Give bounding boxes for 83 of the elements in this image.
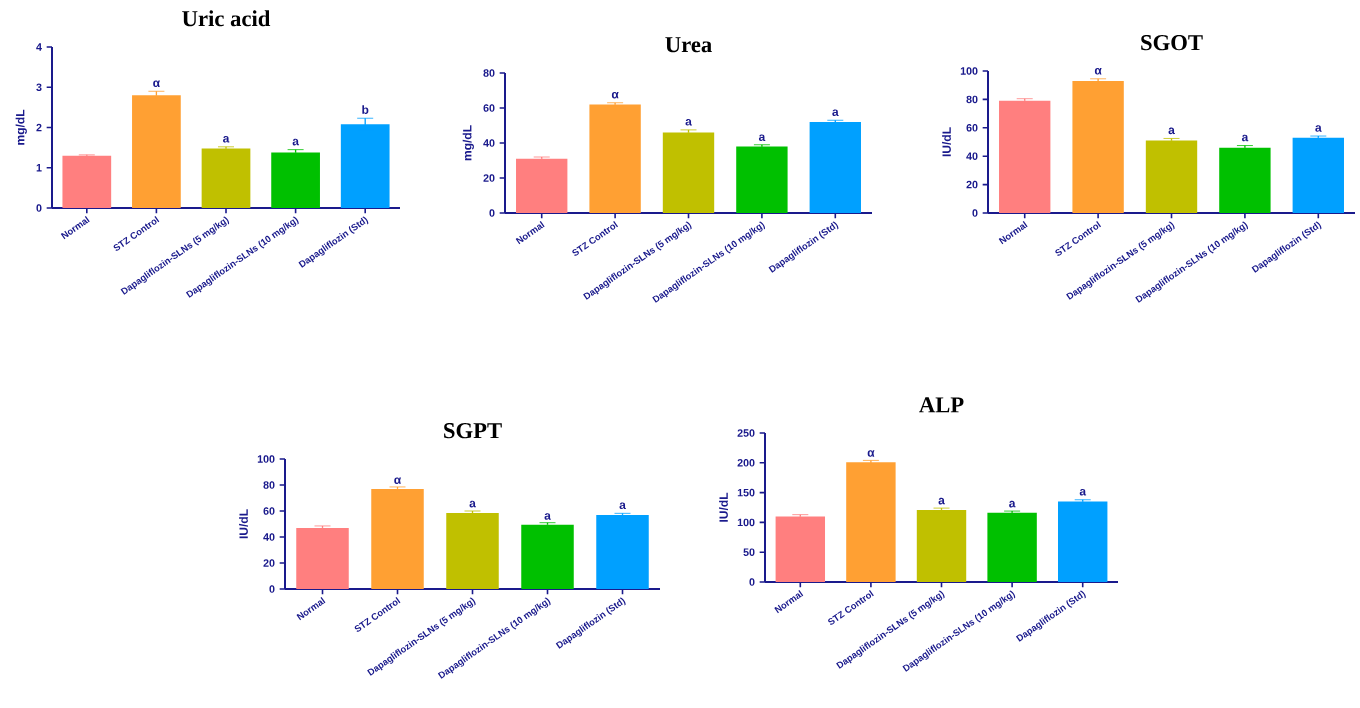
y-tick-label: 250 xyxy=(737,429,755,437)
bar xyxy=(916,509,967,582)
annotation: a xyxy=(938,497,945,505)
y-tick-label: 0 xyxy=(972,209,978,217)
y-tick-label: 40 xyxy=(966,152,978,160)
y-tick-label: 80 xyxy=(966,95,978,104)
y-tick-label: 150 xyxy=(737,488,755,497)
bar xyxy=(596,514,649,589)
bar xyxy=(1219,147,1271,213)
chart-title: SGOT xyxy=(1141,35,1203,51)
chart-title: SGPT xyxy=(444,423,502,439)
annotation: a xyxy=(619,502,626,510)
y-tick-label: 60 xyxy=(263,507,275,515)
y-tick-label: 80 xyxy=(483,69,495,77)
bar xyxy=(1145,140,1198,213)
bar xyxy=(987,512,1037,582)
y-tick-label: 100 xyxy=(960,67,978,75)
y-tick-label: 40 xyxy=(263,533,275,541)
bar xyxy=(662,132,715,213)
y-tick-label: 60 xyxy=(483,104,495,112)
y-tick-label: 50 xyxy=(743,548,755,556)
annotation: a xyxy=(292,138,300,146)
y-axis-title: IU/dL xyxy=(719,492,728,522)
y-tick-label: 20 xyxy=(966,180,978,189)
bar xyxy=(516,158,568,213)
chart-title: ALP xyxy=(919,397,964,413)
annotation: α xyxy=(153,80,160,88)
bar xyxy=(521,524,574,589)
bar xyxy=(1058,501,1108,582)
annotation: a xyxy=(832,109,839,116)
bar xyxy=(999,100,1051,213)
bar xyxy=(340,124,390,208)
y-tick-label: 100 xyxy=(737,518,755,527)
y-tick-label: 4 xyxy=(36,43,42,51)
bar xyxy=(296,527,349,589)
y-tick-label: 1 xyxy=(36,164,42,172)
y-tick-label: 0 xyxy=(489,209,495,217)
y-axis-title: IU/dL xyxy=(942,127,951,157)
annotation: α xyxy=(867,450,875,457)
annotation: a xyxy=(1168,127,1175,135)
annotation: α xyxy=(611,91,619,99)
bar xyxy=(1292,137,1344,213)
annotation: a xyxy=(1241,134,1249,142)
bar xyxy=(271,152,320,208)
bar xyxy=(589,104,641,213)
y-tick-label: 0 xyxy=(749,578,755,586)
y-tick-label: 80 xyxy=(263,481,275,489)
annotation: α xyxy=(394,477,402,484)
bar xyxy=(62,155,112,208)
chart-title: Urea xyxy=(665,37,712,53)
y-tick-label: 60 xyxy=(966,124,978,132)
bar xyxy=(371,488,424,589)
bar xyxy=(132,95,181,208)
y-tick-label: 3 xyxy=(36,83,42,92)
bar xyxy=(736,146,788,213)
annotation: a xyxy=(1079,488,1087,496)
annotation: a xyxy=(223,135,230,143)
bar xyxy=(775,516,826,582)
annotation: a xyxy=(758,134,766,142)
y-tick-label: 40 xyxy=(483,139,495,147)
y-tick-label: 20 xyxy=(483,174,495,182)
bar xyxy=(446,512,499,589)
annotation: a xyxy=(544,513,551,520)
bar xyxy=(809,122,861,213)
annotation: a xyxy=(685,119,692,126)
annotation: b xyxy=(362,105,369,114)
bar xyxy=(1072,80,1124,213)
annotation: a xyxy=(469,500,476,508)
y-tick-label: 20 xyxy=(263,559,275,567)
y-axis-title: IU/dL xyxy=(239,509,248,539)
bar xyxy=(201,148,251,208)
y-tick-label: 100 xyxy=(257,455,275,463)
y-tick-label: 0 xyxy=(269,585,275,593)
annotation: a xyxy=(1315,125,1322,132)
y-axis-title: mg/dL xyxy=(15,109,27,145)
y-tick-label: 0 xyxy=(36,204,42,212)
y-tick-label: 200 xyxy=(737,459,755,467)
chart-title: Uric acid xyxy=(182,10,271,27)
bar xyxy=(846,462,896,582)
y-axis-title: mg/dL xyxy=(462,125,474,161)
annotation: a xyxy=(1009,500,1016,508)
annotation: α xyxy=(1094,67,1102,75)
y-tick-label: 2 xyxy=(36,123,42,132)
